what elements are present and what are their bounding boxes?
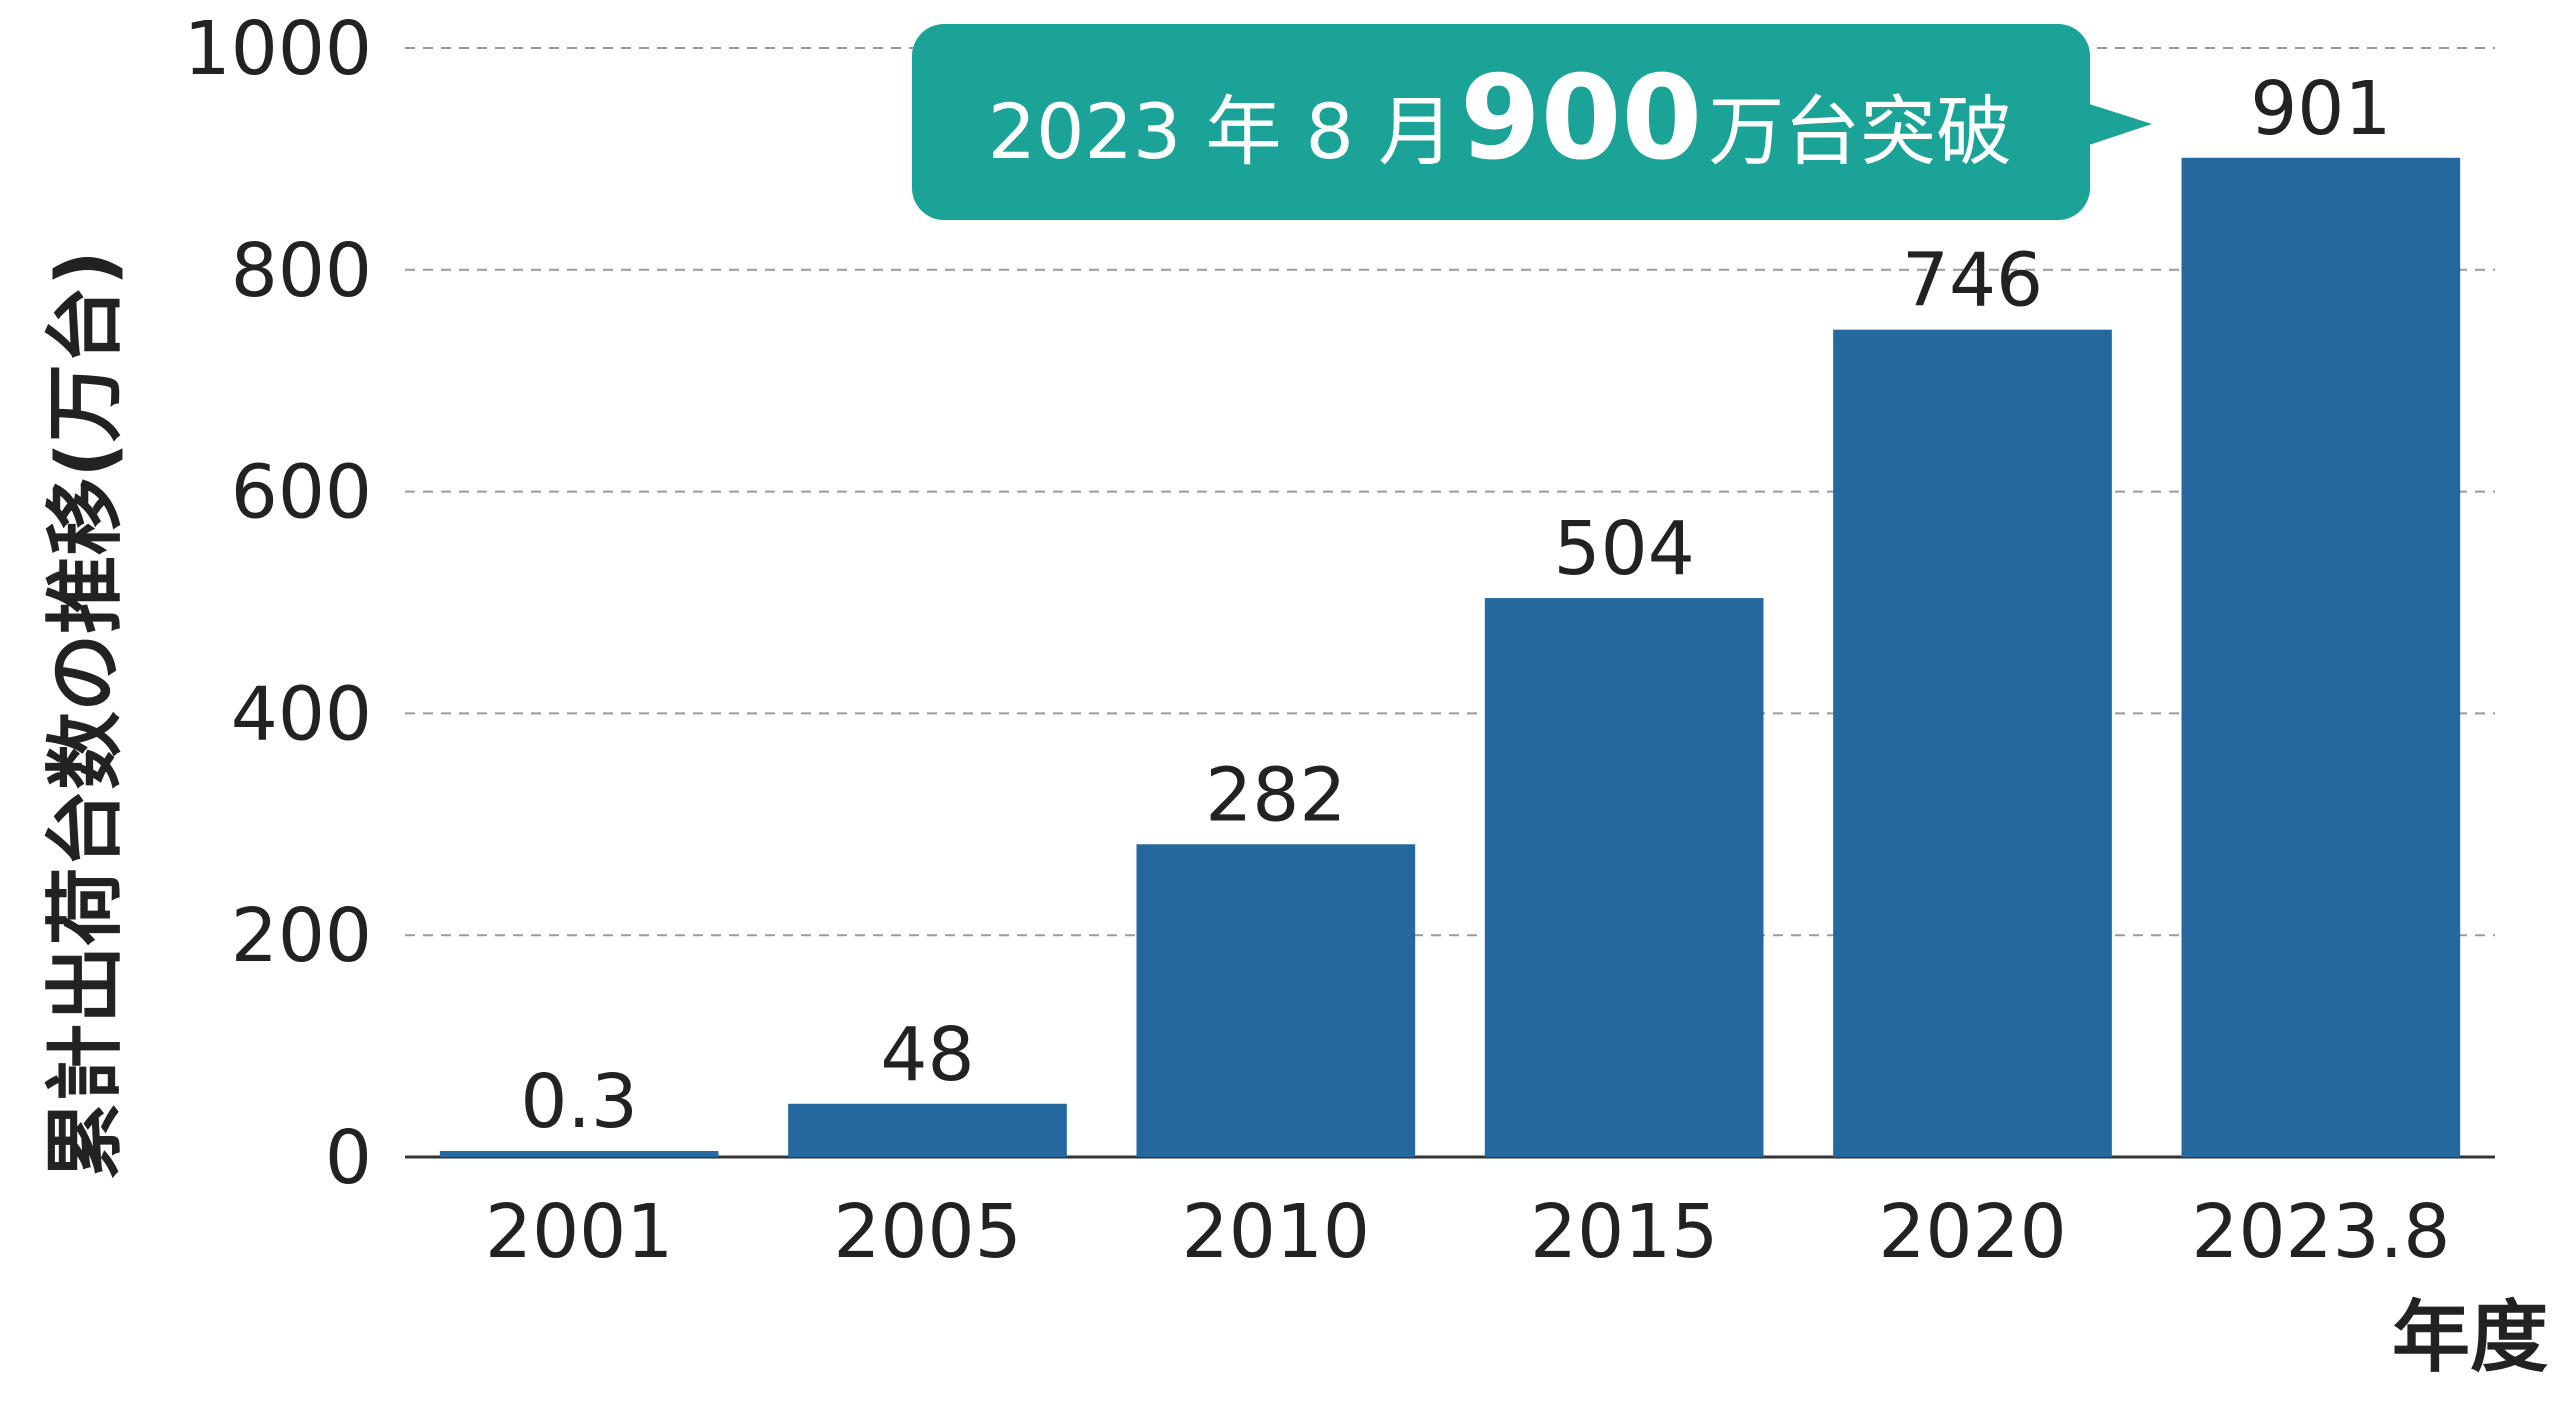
callout-label: 2023 年 8 月900万台突破 <box>988 51 2012 186</box>
bar <box>439 1151 719 1157</box>
y-tick-label: 200 <box>231 893 372 979</box>
bar <box>1484 598 1764 1157</box>
bar-value-label: 48 <box>880 1012 974 1098</box>
y-tick-label: 400 <box>231 671 372 757</box>
y-tick-label: 0 <box>325 1115 372 1201</box>
bar-value-label: 282 <box>1205 752 1346 838</box>
bar-value-label: 901 <box>2250 66 2391 152</box>
callout-prefix: 2023 年 8 月 <box>988 87 1454 176</box>
y-tick-label: 600 <box>231 450 372 536</box>
callout-box <box>912 24 2090 220</box>
bar <box>1136 844 1416 1157</box>
x-category-label: 2001 <box>485 1189 673 1275</box>
bar <box>788 1103 1067 1157</box>
x-category-label: 2023.8 <box>2191 1189 2450 1275</box>
bar-value-label: 504 <box>1554 506 1695 592</box>
y-tick-label: 1000 <box>184 6 372 92</box>
callout-emphasis: 900 <box>1460 51 1702 186</box>
x-category-label: 2015 <box>1530 1189 1718 1275</box>
x-category-label: 2010 <box>1182 1189 1370 1275</box>
bar <box>2181 157 2461 1157</box>
milestone-callout: 2023 年 8 月900万台突破 <box>912 24 2152 220</box>
bar-value-label: 0.3 <box>520 1059 638 1145</box>
bars <box>439 157 2461 1157</box>
labels: 0 200 400 600 800 1000 0.3 2001 48 2005 282 2010 504… <box>184 6 2451 1275</box>
x-category-label: 2020 <box>1878 1189 2066 1275</box>
x-category-label: 2005 <box>833 1189 1021 1275</box>
y-axis-title: 累計出荷台数の推移(万台) <box>41 250 131 1179</box>
callout-pointer <box>2086 103 2152 146</box>
callout-suffix: 万台突破 <box>1708 87 2012 176</box>
bar-value-label: 746 <box>1902 238 2043 324</box>
bar <box>1833 329 2112 1157</box>
x-axis-title: 年度 <box>2392 1293 2548 1383</box>
y-tick-label: 800 <box>231 228 372 314</box>
